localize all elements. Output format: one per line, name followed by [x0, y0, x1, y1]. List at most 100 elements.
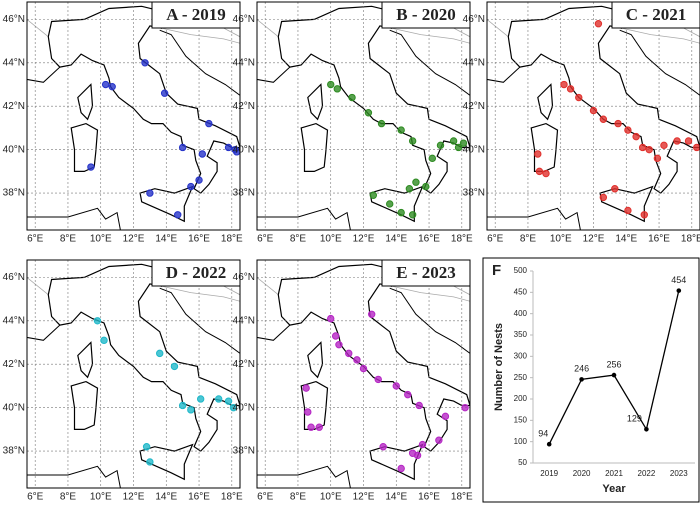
nest-point	[397, 126, 405, 134]
x-tick-label: 12°E	[123, 492, 145, 503]
value-label: 454	[671, 275, 686, 285]
nest-point	[87, 163, 95, 171]
nest-point	[364, 109, 373, 117]
y-tick-label: 38°N	[3, 446, 25, 457]
nest-point	[327, 314, 335, 323]
nest-point	[408, 137, 417, 145]
x-tick-label: 10°E	[90, 234, 112, 245]
nest-point	[304, 408, 312, 416]
y-tick-label: 40°N	[3, 402, 25, 413]
y-tick-label: 100	[514, 437, 528, 446]
coastline	[487, 207, 581, 230]
y-tick-label: 40°N	[463, 144, 485, 155]
nest-point	[174, 211, 182, 219]
nest-point	[108, 82, 116, 91]
y-tick-label: 42°N	[233, 101, 255, 112]
nest-point	[386, 200, 394, 208]
y-tick-label: 400	[514, 309, 528, 318]
nest-point	[178, 143, 187, 152]
y-tick-label: 38°N	[233, 446, 255, 457]
coastline	[487, 66, 521, 83]
x-tick-label: 6°E	[27, 492, 44, 503]
border	[161, 285, 240, 302]
value-label: 94	[538, 429, 548, 439]
x-tick-label: 18°E	[681, 234, 700, 245]
coastline	[27, 207, 121, 230]
nest-point	[302, 384, 310, 392]
point	[546, 441, 552, 447]
border	[27, 277, 49, 296]
value-label: 246	[574, 364, 589, 374]
y-tick-label: 40°N	[233, 402, 255, 413]
nest-point	[315, 423, 323, 431]
y-tick-label: 44°N	[3, 315, 25, 326]
nest-point	[624, 206, 632, 215]
x-tick-label: 10°E	[320, 492, 342, 503]
x-tick-label: 10°E	[550, 234, 572, 245]
nest-point	[195, 176, 203, 184]
nest-point	[534, 150, 542, 158]
coastline	[27, 324, 61, 341]
nest-point	[196, 395, 205, 403]
y-tick-label: 38°N	[3, 188, 25, 199]
nest-point	[645, 145, 653, 154]
y-tick-label: 200	[514, 394, 528, 403]
nest-point	[198, 150, 207, 158]
value-label: 129	[627, 414, 642, 424]
x-tick-label: 16°E	[188, 492, 210, 503]
nest-point	[397, 208, 405, 217]
y-tick-label: 42°N	[3, 359, 25, 370]
coastline	[257, 465, 351, 488]
panel-frame	[486, 1, 700, 231]
panel-title: E - 2023	[396, 263, 456, 282]
border	[257, 277, 279, 296]
y-tick-label: 44°N	[3, 57, 25, 68]
y-tick-label: 50	[518, 458, 527, 467]
nest-point	[428, 154, 437, 163]
x-tick-label: 12°E	[123, 234, 145, 245]
nest-point	[392, 382, 400, 390]
point	[644, 426, 649, 432]
x-tick-label: 8°E	[290, 492, 307, 503]
x-tick-label: 8°E	[290, 234, 307, 245]
nest-point	[215, 395, 223, 403]
coastline	[619, 29, 700, 96]
map-body	[257, 260, 470, 488]
x-tick-label: 2022	[638, 469, 656, 478]
coastline	[257, 66, 291, 83]
panel-title: F	[492, 262, 501, 279]
y-tick-label: 42°N	[3, 101, 25, 112]
nest-point	[436, 141, 445, 150]
nest-point	[461, 403, 469, 412]
nest-point	[205, 119, 213, 128]
panel-title: C - 2021	[626, 5, 686, 24]
island	[77, 83, 94, 121]
x-tick-label: 8°E	[520, 234, 537, 245]
x-tick-label: 14°E	[385, 492, 407, 503]
y-tick-label: 46°N	[463, 14, 485, 25]
x-tick-label: 2019	[540, 469, 558, 478]
nest-point	[542, 169, 550, 178]
nest-point	[441, 412, 450, 421]
y-tick-label: 42°N	[463, 101, 485, 112]
border	[391, 27, 470, 44]
x-tick-label: 18°E	[221, 234, 243, 245]
nest-point	[611, 185, 619, 193]
nest-point	[632, 132, 640, 141]
panel-frame	[482, 257, 700, 503]
nest-point	[307, 423, 315, 431]
coastline	[159, 29, 240, 96]
x-tick-label: 8°E	[60, 234, 77, 245]
nest-point	[224, 397, 233, 405]
coastline	[27, 465, 121, 488]
x-tick-label: 18°E	[451, 492, 473, 503]
nest-point	[141, 59, 149, 67]
y-tick-label: 450	[514, 287, 528, 296]
y-tick-label: 38°N	[233, 188, 255, 199]
nest-point	[575, 93, 583, 102]
x-tick-label: 10°E	[320, 234, 342, 245]
x-tick-label: 16°E	[418, 492, 440, 503]
map-panel: 6°E 8°E 10°E 12°E 14°E 16°E 18°E 38°N 40°N 42°N 44…	[3, 259, 243, 503]
x-axis-title: Year	[602, 483, 626, 495]
